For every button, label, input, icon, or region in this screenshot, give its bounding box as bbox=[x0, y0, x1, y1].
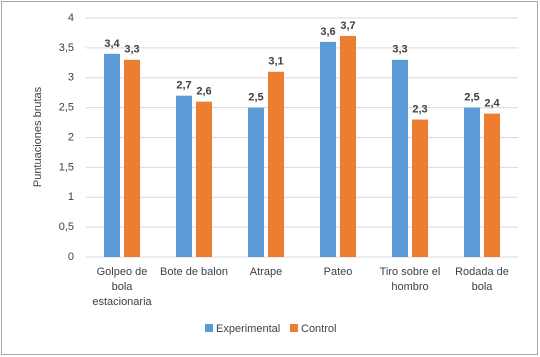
y-tick-label: 2 bbox=[68, 131, 74, 143]
x-tick-label: Pateo bbox=[323, 266, 353, 278]
y-tick-label: 0 bbox=[68, 251, 74, 263]
bar bbox=[268, 71, 284, 258]
bar bbox=[392, 59, 408, 258]
legend-swatch bbox=[205, 324, 213, 332]
value-label: 2,6 bbox=[196, 86, 211, 98]
value-label: 2,5 bbox=[464, 92, 479, 104]
bar bbox=[124, 59, 140, 258]
legend-label: Experimental bbox=[216, 323, 280, 335]
bar bbox=[176, 95, 192, 257]
x-tick-label: Bote de balon bbox=[160, 266, 228, 278]
x-tick-label: Rodada de bola bbox=[455, 266, 509, 293]
x-tick-label: Golpeo de bola estacionaria bbox=[92, 266, 152, 308]
legend-label: Control bbox=[301, 323, 336, 335]
value-label: 2,7 bbox=[176, 80, 191, 92]
bar bbox=[484, 113, 500, 257]
y-tick-label: 0,5 bbox=[59, 221, 74, 233]
x-tick-label: Atrape bbox=[249, 266, 283, 278]
bar bbox=[464, 107, 480, 257]
bar bbox=[340, 35, 356, 257]
value-label: 3,3 bbox=[124, 44, 139, 56]
value-label: 3,4 bbox=[104, 38, 120, 50]
y-tick-label: 1 bbox=[68, 191, 74, 203]
y-tick-label: 2,5 bbox=[59, 102, 74, 114]
y-tick-label: 3,5 bbox=[59, 42, 74, 54]
value-label: 2,5 bbox=[248, 92, 263, 104]
value-label: 3,1 bbox=[268, 56, 283, 68]
value-label: 2,4 bbox=[484, 98, 500, 110]
bar bbox=[104, 53, 120, 257]
value-label: 3,3 bbox=[392, 44, 407, 56]
value-label: 3,6 bbox=[320, 26, 335, 38]
y-tick-label: 1,5 bbox=[59, 161, 74, 173]
x-tick-label: Tiro sobre el hombro bbox=[379, 266, 441, 293]
legend-swatch bbox=[290, 324, 298, 332]
y-tick-label: 4 bbox=[68, 12, 74, 24]
value-label: 2,3 bbox=[412, 103, 427, 115]
bar bbox=[196, 101, 212, 258]
y-axis-title: Puntuaciones brutas bbox=[32, 86, 44, 187]
bar bbox=[320, 41, 336, 258]
y-tick-label: 3 bbox=[68, 72, 74, 84]
value-label: 3,7 bbox=[340, 20, 355, 32]
bar bbox=[248, 107, 264, 257]
bar bbox=[412, 119, 428, 257]
